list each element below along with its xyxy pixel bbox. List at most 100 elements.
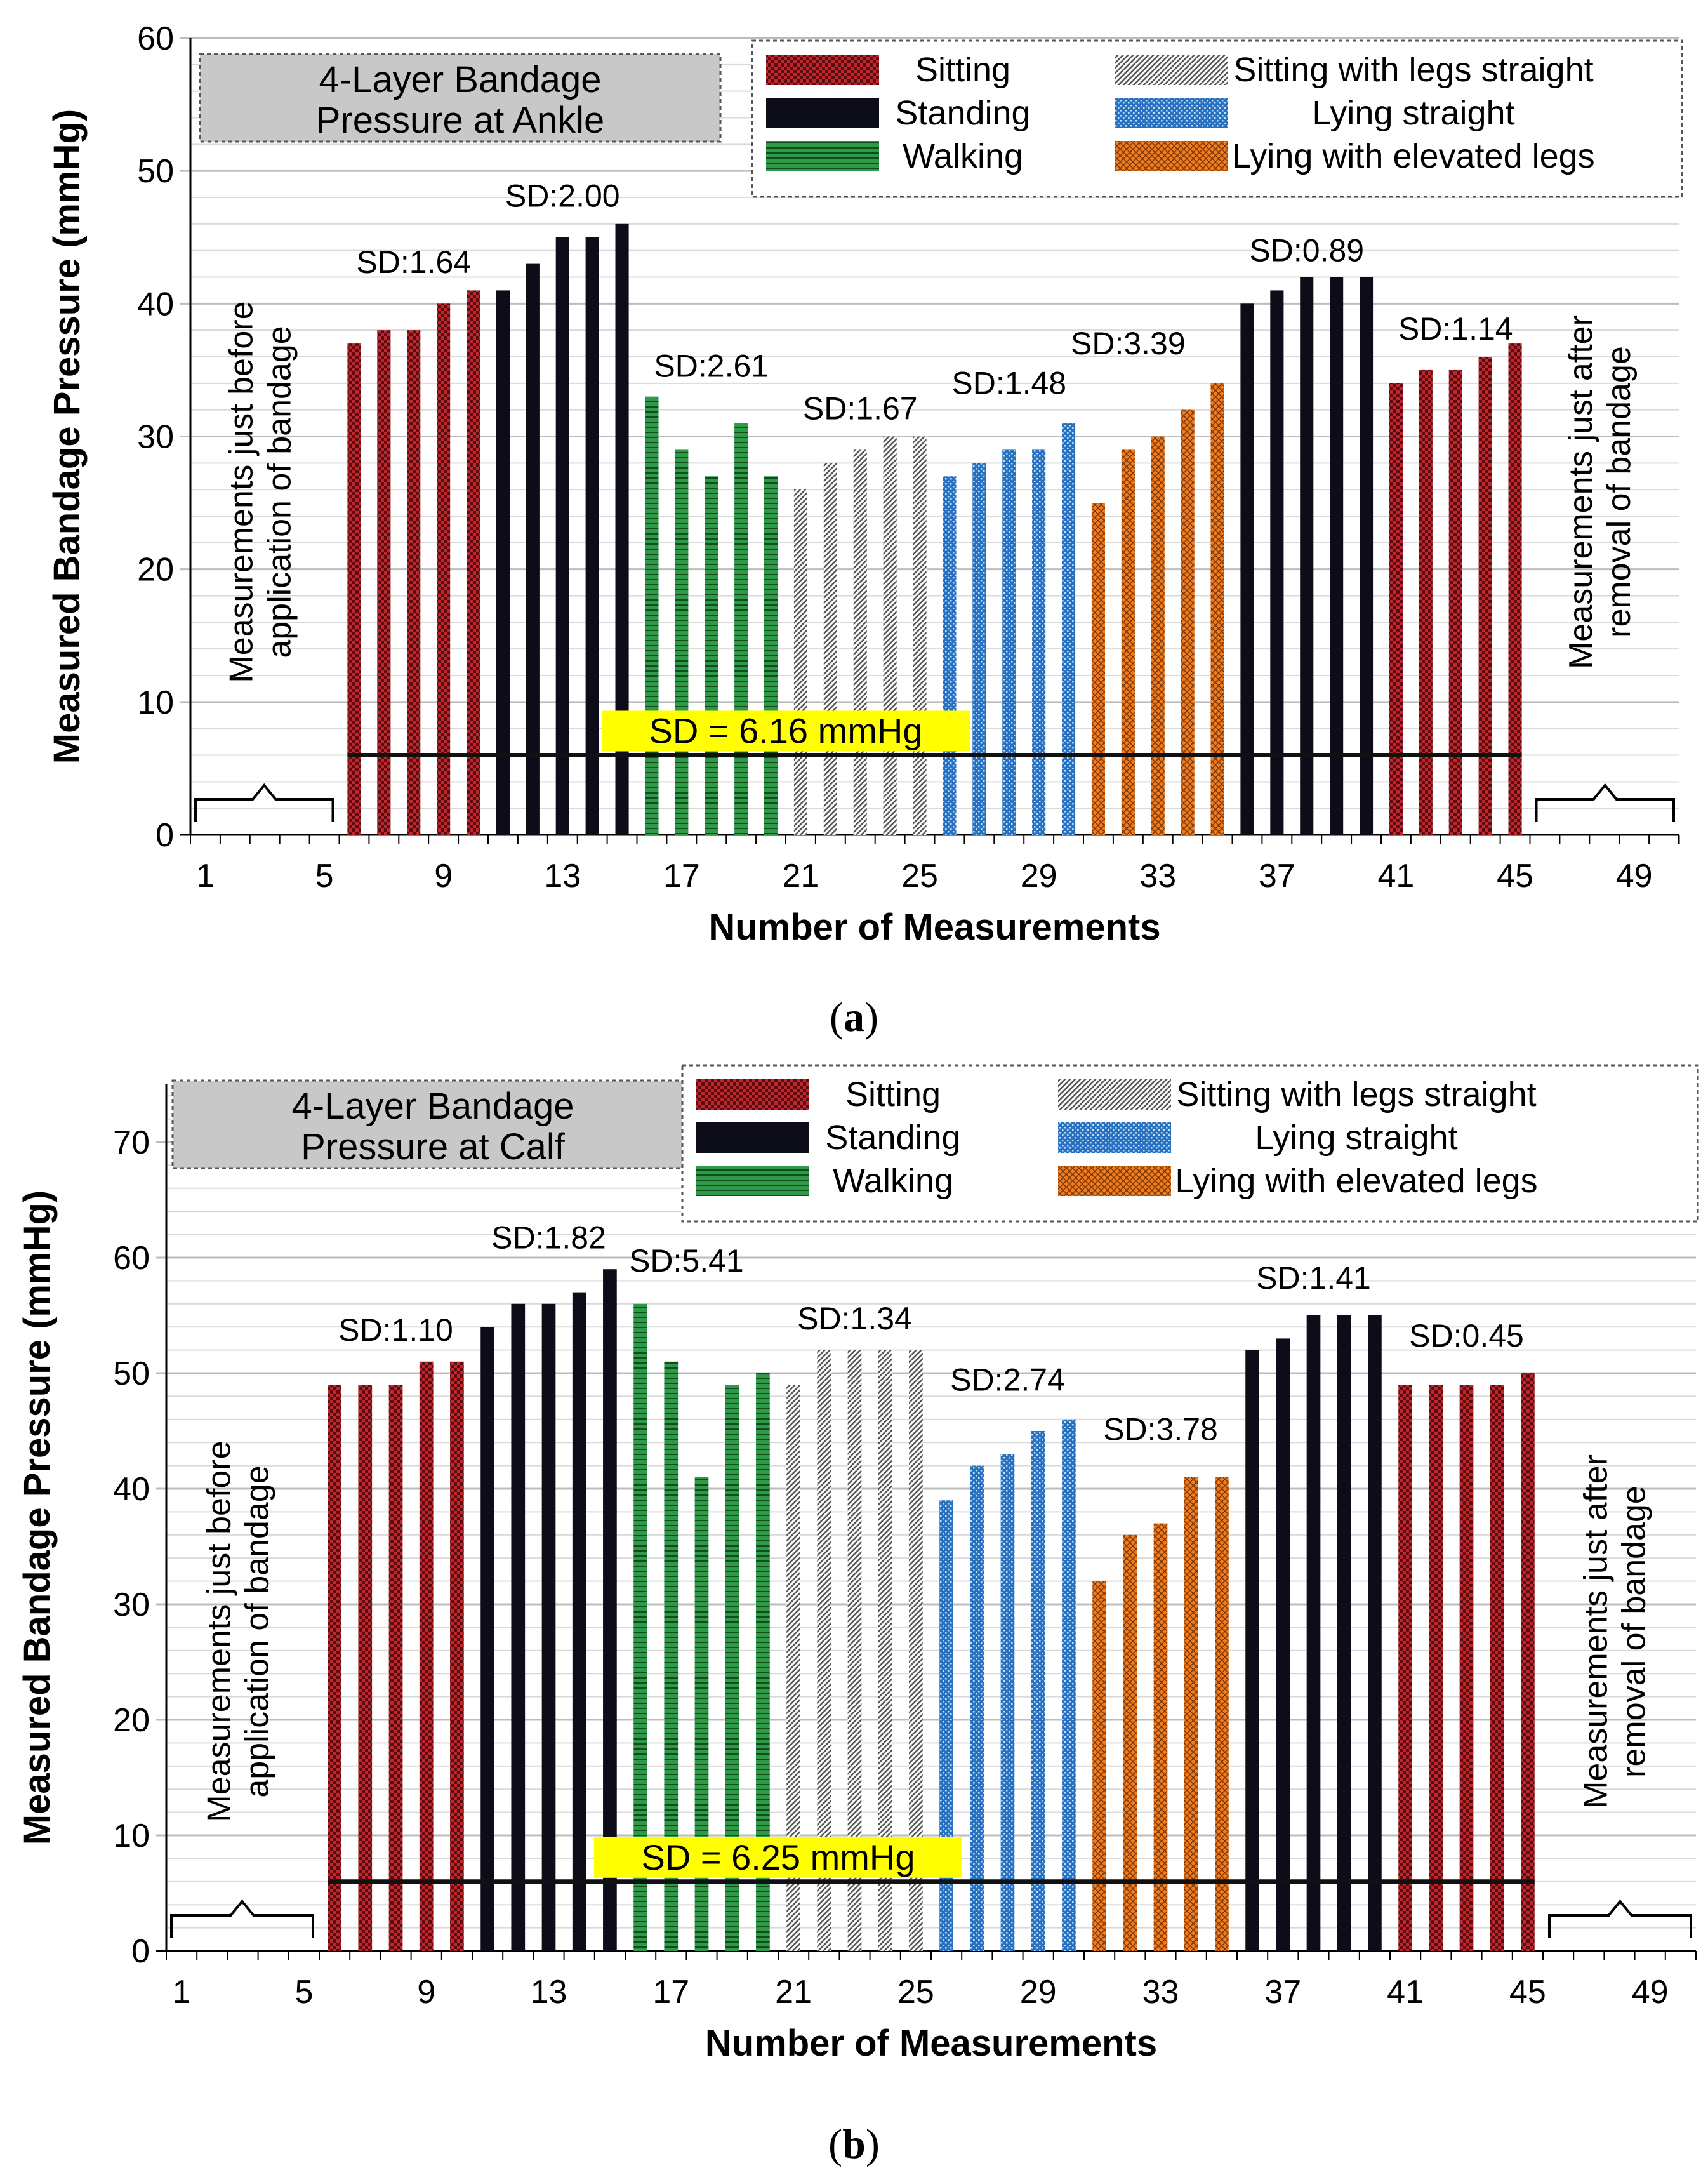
a-x-tick-label: 29 — [1021, 858, 1057, 895]
b-bar-sitting-9 — [419, 1361, 434, 1951]
a-y-tick-label: 40 — [137, 286, 174, 323]
caption-b: (b) — [828, 2121, 880, 2167]
a-bar-walking-18 — [705, 476, 718, 835]
a-bar-walking-16 — [645, 396, 659, 835]
b-after-note: Measurements just after removal of bandag… — [1578, 1454, 1653, 1809]
b-before-brace — [170, 1899, 314, 1938]
a-y-tick-label: 20 — [137, 552, 174, 589]
a-legend-label-lying_straight: Lying straight — [1312, 94, 1514, 132]
a-bar-sitting-44 — [1478, 357, 1492, 835]
b-bar-standing-38 — [1306, 1315, 1321, 1951]
b-bar-sitting_legs_straight-24 — [878, 1350, 892, 1951]
a-legend-label-walking: Walking — [903, 137, 1023, 175]
a-bar-lying_elevated-31 — [1091, 503, 1106, 835]
a-bar-walking-19 — [734, 423, 748, 835]
b-y-tick-label: 70 — [113, 1124, 150, 1161]
b-x-tick-label: 9 — [417, 1974, 435, 2011]
a-bar-lying_elevated-32 — [1121, 449, 1135, 835]
a-title-line1: 4-Layer Bandage — [319, 59, 602, 100]
b-y-tick-label: 60 — [113, 1240, 150, 1277]
b-legend-swatch-walking — [696, 1166, 809, 1196]
chart-panel-calf: 0 10 20 30 40 50 60 70 1 5 9 13 17 21 25 29 33 37 41 45 49 SD… — [0, 1048, 1708, 2064]
a-legend-swatch-sitting — [766, 55, 879, 85]
a-y-tick-label: 30 — [137, 419, 174, 456]
a-bar-standing-11 — [496, 290, 510, 835]
b-title-line2: Pressure at Calf — [301, 1126, 566, 1168]
b-legend-label-standing: Standing — [825, 1119, 960, 1157]
a-legend-swatch-sitting_legs_straight — [1115, 55, 1228, 85]
a-y-tick-label: 60 — [137, 20, 174, 57]
a-sd-label: SD:1.48 — [951, 366, 1066, 401]
a-before-brace — [194, 783, 334, 822]
b-legend-label-lying_straight: Lying straight — [1255, 1119, 1457, 1157]
a-bar-lying_straight-26 — [943, 476, 957, 835]
b-y-tick-label: 10 — [113, 1818, 150, 1854]
a-sd-label: SD:1.64 — [356, 244, 471, 280]
a-bar-sitting_legs_straight-23 — [853, 449, 867, 835]
a-legend-label-sitting: Sitting — [915, 51, 1010, 89]
b-bar-lying_straight-30 — [1062, 1419, 1076, 1951]
a-bar-standing-13 — [555, 237, 569, 835]
b-bar-sitting_legs_straight-23 — [847, 1350, 862, 1951]
b-after-note-line2: removal of bandage — [1616, 1486, 1653, 1778]
a-y-tick-label: 0 — [156, 817, 174, 854]
a-bar-sitting-41 — [1389, 383, 1403, 835]
b-legend-label-lying_elevated: Lying with elevated legs — [1175, 1162, 1537, 1200]
b-sd-label: SD:1.34 — [797, 1301, 912, 1336]
a-title-line2: Pressure at Ankle — [316, 100, 605, 141]
a-bar-sitting_legs_straight-22 — [823, 463, 837, 835]
b-bar-standing-36 — [1245, 1350, 1259, 1951]
b-bar-standing-12 — [511, 1303, 526, 1951]
b-bar-lying_straight-29 — [1031, 1431, 1045, 1951]
a-sd-label: SD:1.67 — [803, 390, 918, 426]
a-bar-standing-37 — [1270, 290, 1284, 835]
b-bar-sitting-45 — [1521, 1373, 1535, 1951]
a-x-tick-label: 1 — [196, 858, 215, 895]
a-after-note-line1: Measurements just after — [1563, 315, 1599, 669]
a-sd-label: SD:2.61 — [654, 348, 769, 383]
calf-pressure-chart: 0 10 20 30 40 50 60 70 1 5 9 13 17 21 25 29 33 37 41 45 49 SD… — [17, 1064, 1699, 2064]
a-bar-standing-12 — [526, 263, 540, 835]
a-after-note: Measurements just after removal of bandag… — [1563, 315, 1638, 669]
a-bar-lying_straight-28 — [1002, 449, 1016, 835]
a-y-tick-label: 10 — [137, 684, 174, 721]
a-after-brace — [1535, 783, 1675, 822]
b-x-tick-label: 25 — [897, 1974, 934, 2011]
b-y-tick-label: 30 — [113, 1587, 150, 1623]
b-bar-standing-13 — [541, 1303, 556, 1951]
b-sd-label: SD:1.41 — [1256, 1260, 1371, 1296]
a-bar-standing-14 — [585, 237, 599, 835]
a-x-tick-label: 45 — [1497, 858, 1533, 895]
b-legend-label-sitting_legs_straight: Sitting with legs straight — [1176, 1075, 1536, 1114]
b-legend-swatch-lying_straight — [1058, 1122, 1171, 1153]
a-sd-label: SD:1.14 — [1398, 311, 1513, 347]
b-legend-swatch-sitting_legs_straight — [1058, 1079, 1171, 1110]
b-x-tick-label: 41 — [1387, 1974, 1424, 2011]
a-bar-sitting-6 — [347, 343, 361, 835]
b-bar-sitting-7 — [358, 1385, 373, 1951]
a-bar-sitting-45 — [1508, 343, 1522, 835]
a-legend-label-sitting_legs_straight: Sitting with legs straight — [1233, 51, 1593, 89]
b-title-line1: 4-Layer Bandage — [292, 1086, 574, 1127]
b-bar-lying_elevated-32 — [1123, 1534, 1137, 1951]
b-bar-sitting-41 — [1398, 1385, 1412, 1951]
a-bar-sitting_legs_straight-24 — [883, 436, 897, 835]
b-bar-walking-18 — [694, 1477, 709, 1951]
a-y-axis-title: Measured Bandage Pressure (mmHg) — [46, 109, 88, 764]
a-overall-sd-highlight — [602, 710, 970, 752]
b-bar-walking-17 — [664, 1361, 679, 1951]
b-x-tick-label: 37 — [1264, 1974, 1301, 2011]
a-bar-standing-36 — [1240, 303, 1254, 835]
a-before-note: Measurements just before application of b… — [223, 301, 298, 682]
b-bar-sitting_legs_straight-25 — [909, 1350, 923, 1951]
b-legend-label-walking: Walking — [833, 1162, 953, 1200]
b-y-axis-title: Measured Bandage Pressure (mmHg) — [17, 1190, 58, 1845]
a-bar-lying_elevated-35 — [1210, 383, 1224, 835]
b-y-tick-label: 50 — [113, 1355, 150, 1392]
b-after-brace — [1548, 1899, 1692, 1938]
b-after-note-line1: Measurements just after — [1578, 1454, 1615, 1809]
a-x-tick-label: 33 — [1139, 858, 1176, 895]
a-bar-sitting_legs_straight-25 — [913, 436, 927, 835]
a-bar-walking-17 — [675, 449, 689, 835]
b-x-tick-label: 45 — [1509, 1974, 1546, 2011]
